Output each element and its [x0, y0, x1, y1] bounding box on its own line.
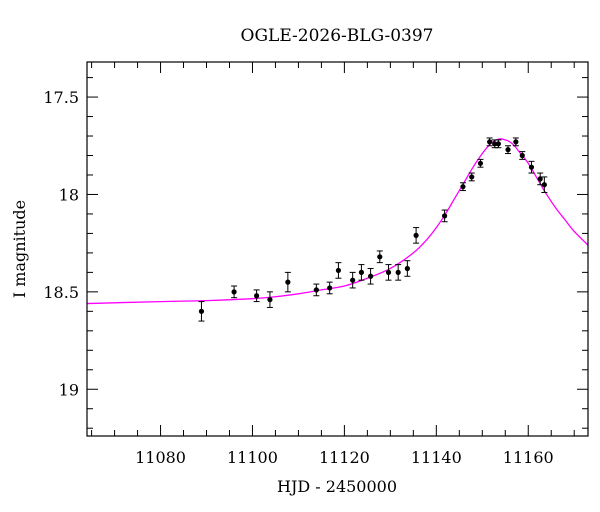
data-point	[505, 145, 512, 155]
y-tick-label: 19	[59, 380, 79, 399]
y-tick-label: 17.5	[43, 88, 79, 107]
point-marker	[460, 184, 466, 190]
point-marker	[441, 213, 448, 219]
point-marker	[231, 289, 237, 295]
data-point	[313, 283, 320, 297]
plot-frame	[86, 61, 589, 437]
point-marker	[505, 147, 511, 153]
point-marker	[528, 164, 535, 170]
y-tick-label: 18	[59, 185, 79, 204]
data-point	[231, 285, 238, 299]
data-point	[512, 137, 519, 147]
data-point	[358, 264, 365, 281]
data-point	[495, 139, 502, 149]
data-point	[326, 281, 333, 295]
data-point	[519, 151, 526, 160]
data-point	[468, 172, 475, 182]
x-tick-label: 11160	[503, 448, 554, 467]
point-marker	[477, 160, 484, 166]
point-marker	[469, 174, 475, 180]
x-axis-label: HJD - 2450000	[277, 477, 397, 496]
point-marker	[519, 152, 525, 159]
data-point	[395, 264, 402, 281]
data-point	[385, 264, 392, 281]
data-point	[349, 271, 356, 289]
point-marker	[385, 269, 392, 275]
data-point	[284, 271, 291, 293]
model-curve	[87, 138, 588, 305]
point-marker	[492, 141, 498, 147]
y-tick-label: 18.5	[43, 283, 79, 302]
data-point	[528, 160, 535, 174]
point-marker	[487, 139, 493, 145]
point-marker	[495, 141, 501, 147]
point-marker	[413, 232, 419, 238]
data-points-layer	[198, 137, 548, 322]
data-point	[266, 291, 273, 308]
point-marker	[377, 254, 383, 260]
point-marker	[285, 279, 291, 285]
point-marker	[541, 182, 547, 188]
data-point	[404, 260, 411, 277]
chart-title: OGLE-2026-BLG-0397	[241, 26, 434, 46]
point-marker	[537, 176, 543, 182]
point-marker	[327, 285, 333, 291]
data-point	[367, 267, 374, 285]
data-point	[537, 172, 544, 186]
point-marker	[513, 139, 519, 145]
tick-labels: 11080 11100 11120 11140 11160 17.5 18 18.5 19	[43, 88, 553, 467]
data-point	[376, 250, 383, 264]
point-marker	[358, 269, 365, 275]
axis-ticks	[87, 62, 588, 436]
point-marker	[367, 273, 374, 279]
point-marker	[335, 267, 342, 274]
data-point	[477, 158, 484, 168]
point-marker	[350, 277, 356, 283]
point-marker	[404, 265, 410, 272]
x-tick-label: 11140	[411, 448, 462, 467]
data-point	[198, 301, 205, 322]
data-point	[541, 176, 548, 194]
data-point	[253, 289, 260, 303]
point-marker	[395, 269, 401, 275]
data-point	[486, 137, 493, 147]
x-tick-label: 11100	[227, 448, 278, 467]
model-curve-layer	[87, 138, 588, 305]
x-tick-label: 11080	[135, 448, 186, 467]
point-marker	[313, 287, 319, 293]
x-tick-label: 11120	[319, 448, 370, 467]
point-marker	[198, 308, 205, 314]
data-point	[441, 209, 448, 223]
data-point	[413, 227, 420, 244]
data-point	[335, 262, 342, 279]
y-axis-label: I magnitude	[10, 200, 29, 298]
data-point	[459, 182, 466, 192]
point-marker	[254, 293, 260, 299]
point-marker	[267, 297, 273, 303]
